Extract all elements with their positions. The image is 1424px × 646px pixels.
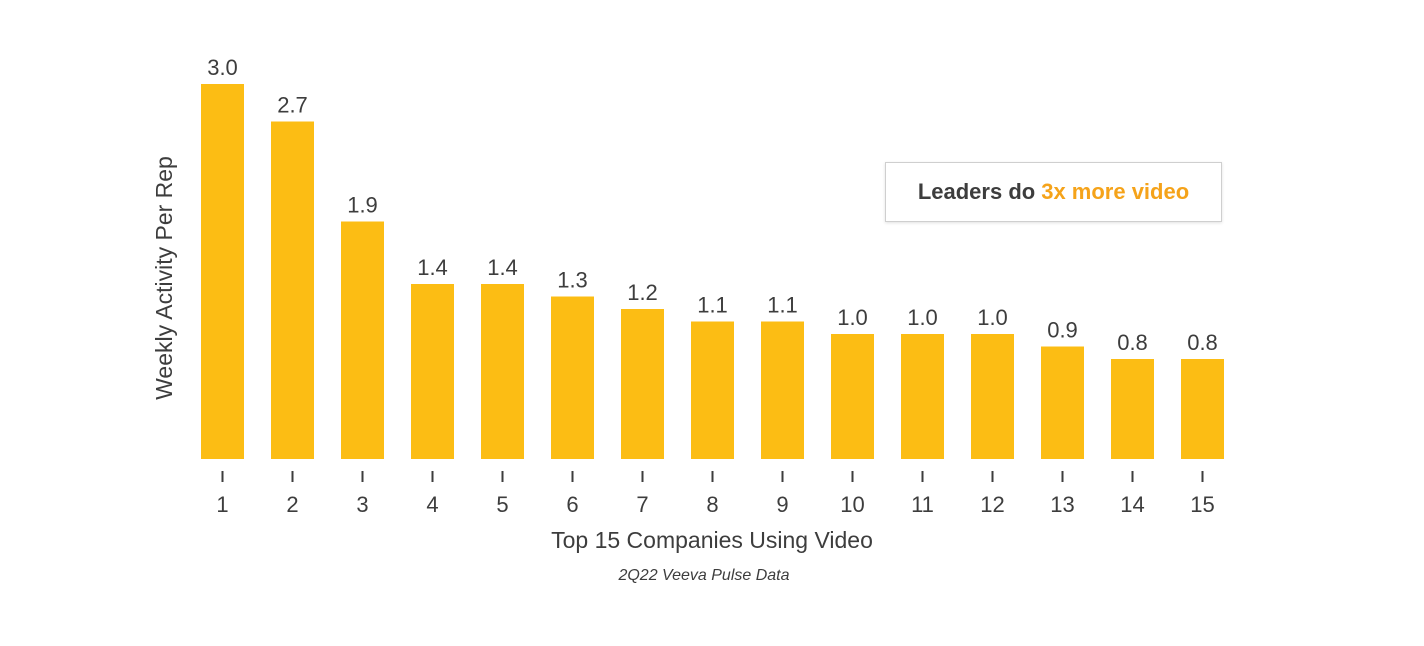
- x-tick-label-15: 15: [1190, 492, 1214, 517]
- bar-6: [551, 296, 594, 459]
- x-tick-label-11: 11: [911, 492, 934, 517]
- data-label-13: 0.9: [1047, 318, 1078, 343]
- x-tick-label-10: 10: [840, 492, 864, 517]
- x-tick-label-9: 9: [776, 492, 788, 517]
- bar-14: [1111, 359, 1154, 459]
- x-tick-label-7: 7: [636, 492, 648, 517]
- data-label-9: 1.1: [767, 293, 798, 318]
- x-tick-label-5: 5: [496, 492, 508, 517]
- data-label-6: 1.3: [557, 268, 588, 293]
- bars-layer: [201, 84, 1224, 459]
- x-tick-label-6: 6: [566, 492, 578, 517]
- data-label-10: 1.0: [837, 305, 868, 330]
- callout-prefix: Leaders do: [917, 179, 1036, 204]
- bar-9: [761, 321, 804, 459]
- bar-8: [691, 321, 734, 459]
- data-label-1: 3.0: [207, 55, 238, 80]
- x-ticks-layer: 1 2 3 4 5 6 7 8 9 10 11 12 13 14 15: [216, 471, 1215, 517]
- data-label-15: 0.8: [1187, 330, 1218, 355]
- x-tick-label-4: 4: [426, 492, 438, 517]
- x-tick-label-14: 14: [1120, 492, 1144, 517]
- x-tick-label-2: 2: [286, 492, 298, 517]
- bar-13: [1041, 346, 1084, 459]
- data-label-14: 0.8: [1117, 330, 1148, 355]
- data-label-11: 1.0: [907, 305, 938, 330]
- x-tick-label-13: 13: [1050, 492, 1074, 517]
- bar-15: [1181, 359, 1224, 459]
- bar-1: [201, 84, 244, 459]
- data-label-4: 1.4: [417, 255, 448, 280]
- bar-2: [271, 121, 314, 459]
- data-label-8: 1.1: [697, 293, 728, 318]
- x-axis-title: Top 15 Companies Using Video: [551, 527, 873, 553]
- bar-7: [621, 309, 664, 459]
- x-tick-label-3: 3: [356, 492, 368, 517]
- x-tick-label-8: 8: [706, 492, 718, 517]
- bar-10: [831, 334, 874, 459]
- data-labels-layer: 3.0 2.7 1.9 1.4 1.4 1.3 1.2 1.1 1.1 1.0 1.0 1.0 0.9 0…: [207, 55, 1218, 355]
- source-note: 2Q22 Veeva Pulse Data: [617, 567, 789, 584]
- data-label-7: 1.2: [627, 280, 658, 305]
- data-label-12: 1.0: [977, 305, 1008, 330]
- y-axis-title: Weekly Activity Per Rep: [151, 156, 177, 400]
- bar-3: [341, 221, 384, 459]
- data-label-5: 1.4: [487, 255, 518, 280]
- x-tick-label-12: 12: [980, 492, 1004, 517]
- callout-box: Leaders do 3x more video: [885, 162, 1222, 222]
- bar-11: [901, 334, 944, 459]
- x-tick-label-1: 1: [216, 492, 228, 517]
- bar-4: [411, 284, 454, 459]
- data-label-3: 1.9: [347, 193, 378, 218]
- bar-5: [481, 284, 524, 459]
- data-label-2: 2.7: [277, 93, 308, 118]
- callout-highlight: 3x more video: [1041, 179, 1190, 204]
- bar-12: [971, 334, 1014, 459]
